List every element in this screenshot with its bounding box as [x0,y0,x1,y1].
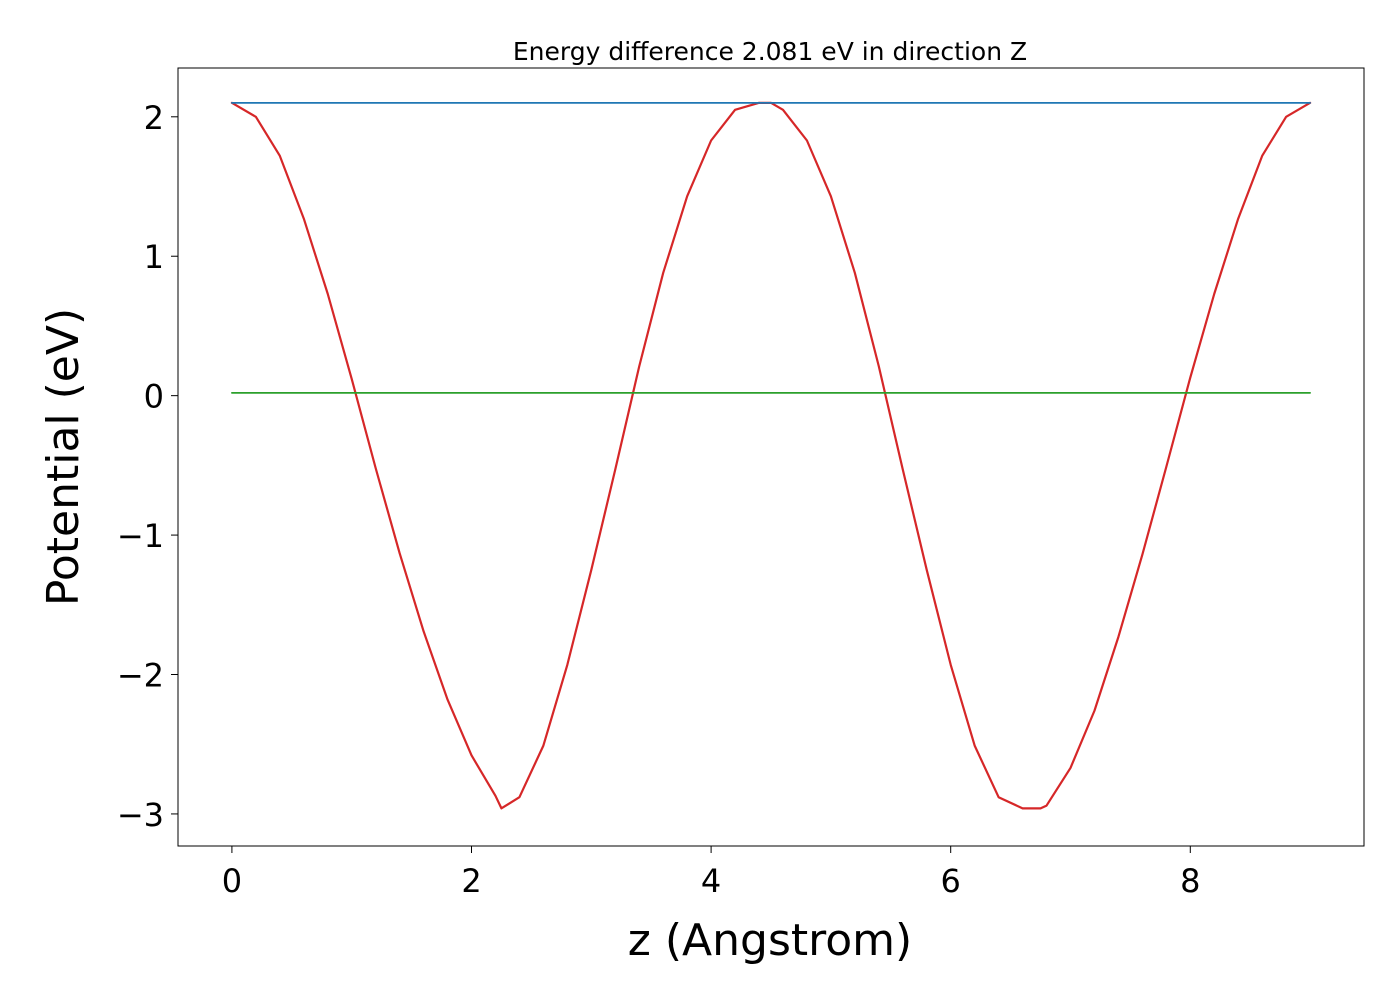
x-tick-label: 8 [1180,862,1200,900]
x-tick-label: 6 [941,862,961,900]
y-axis-ticks: −3 −2 −1 0 1 2 [117,99,178,834]
y-tick-label: 0 [144,378,164,416]
series-layer [230,101,1312,810]
x-tick-label: 4 [701,862,721,900]
y-tick-label: −2 [117,657,164,695]
x-tick-label: 2 [461,862,481,900]
y-tick-label: −3 [117,796,164,834]
chart-title: Energy difference 2.081 eV in direction … [513,37,1027,66]
y-tick-label: 2 [144,99,164,137]
y-tick-label: 1 [144,238,164,276]
x-axis-label: z (Angstrom) [628,915,912,966]
plot-frame [177,67,1365,847]
x-axis-ticks: 0 2 4 6 8 [222,846,1200,900]
y-tick-label: −1 [117,517,164,555]
x-tick-label: 0 [222,862,242,900]
y-axis-label: Potential (eV) [38,308,89,606]
